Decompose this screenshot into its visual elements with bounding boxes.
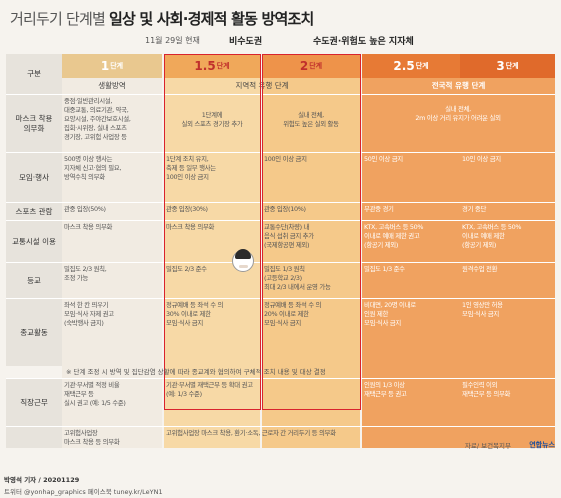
highlight-stage-1-5 <box>164 54 261 410</box>
row-divider <box>6 262 555 263</box>
cell-c3: 관중 입장(10%) <box>264 205 306 213</box>
cell-c3: 정규예배 등 좌석 수 의 20% 이내로 제한 모임·식사 금지 <box>264 301 322 327</box>
subhead-1: 생활방역 <box>98 81 126 90</box>
source: 자료/ 보건복지부 <box>464 442 511 450</box>
row-head: 스포츠 관람 <box>6 203 62 220</box>
cell-c4: 인원의 1/3 이상 재택근무 등 권고 <box>364 381 407 398</box>
header-label: 구분 <box>6 54 62 94</box>
cell-c5: KTX, 고속버스 등 50% 이내로 예매 제한 (항공기 제외) <box>462 223 522 249</box>
cell-c1: 좌석 한 칸 띄우기 모임·식사 자제 권고 (숙박행사 금지) <box>64 301 114 327</box>
credit-social: 트위터 @yonhap_graphics 페이스북 tuney.kr/LeYN1 <box>4 488 163 496</box>
cell-c5: 10인 이상 금지 <box>462 155 501 163</box>
yonhap-logo: 연합뉴스 <box>529 441 555 449</box>
row-head: 마스크 착용 의무화 <box>6 95 62 152</box>
cell-c2: 정규예배 등 좌석 수 의 30% 이내로 제한 모임·식사 금지 <box>166 301 224 327</box>
row-divider <box>6 152 555 153</box>
stage-2: 2 단계 <box>262 54 360 78</box>
cell-c2: 1단계에 실외 스포츠 경기장 추가 <box>181 111 243 128</box>
stage-3: 3 단계 <box>460 54 555 78</box>
masked-person-icon <box>232 249 254 272</box>
cell-c3: 교통수단(차량) 내 음식 섭취 금지 추가 (국제항공편 제외) <box>264 223 314 249</box>
cell-c1: 마스크 착용 의무화 <box>64 223 113 231</box>
cell-c1: 기관·부서별 적정 비율 재택근무 등 실시 권고 (예: 1/5 수준) <box>64 381 126 407</box>
cell-c3: 100인 이상 금지 <box>264 155 307 163</box>
row-divider <box>6 378 555 379</box>
row-head: 직장근무 <box>6 379 62 426</box>
stage-label-non-capital: 비수도권 <box>229 37 263 47</box>
cell-c2: 밀집도 2/3 준수 <box>166 265 207 273</box>
row-divider <box>6 298 555 299</box>
page-title: 거리두기 단계별 일상 및 사회·경제적 활동 방역조치 <box>10 10 314 28</box>
subhead-2: 지역적 유행 단계 <box>235 81 289 90</box>
col-bg-1 <box>62 78 162 448</box>
cell-c2: 1단계 조치 유지, 축제 등 일부 행사는 100인 이상 금지 <box>166 155 216 181</box>
row-head: 모임·행사 <box>6 153 62 202</box>
row-divider <box>6 94 555 95</box>
cell-c4: 밀집도 1/3 준수 <box>364 265 405 273</box>
row-divider <box>6 202 555 203</box>
cell-c3: 실내 전체, 위험도 높은 실외 활동 <box>283 111 339 128</box>
cell-c5: 원격수업 전환 <box>462 265 498 273</box>
row-head: 등교 <box>6 263 62 298</box>
cell-c1: 밀집도 2/3 원칙, 조정 가능 <box>64 265 107 282</box>
row-head: 종교활동 <box>6 299 62 366</box>
stage-label-capital: 수도권·위험도 높은 지자체 <box>313 37 414 47</box>
cell-c1: 중점·일반관리시설, 대중교통, 의료기관, 약국, 요양시설, 주야간보호시설… <box>64 97 131 141</box>
cell-c4: 무관중 경기 <box>364 205 394 213</box>
col-bg-4 <box>362 78 555 448</box>
col-bg-3 <box>262 78 360 448</box>
cell-c25: 고위험사업장 마스크 착용, 환기·소독, 근로자 간 거리두기 등 의무화 <box>166 429 336 437</box>
stage-1: 1 단계 <box>62 54 162 78</box>
cell-c4: KTX, 고속버스 등 50% 이내로 예매 제한 권고 (항공기 제외) <box>364 223 424 249</box>
stage-1-5: 1.5 단계 <box>164 54 260 78</box>
subhead-3: 전국적 유행 단계 <box>431 81 486 90</box>
stage-2-5: 2.5 단계 <box>362 54 460 78</box>
cell-c4: 비대면, 20명 이내로 인원 제한 모임·식사 금지 <box>364 301 416 327</box>
cell-c4: 실내 전체, 2m 이상 거리 유지가 어려운 실외 <box>415 105 501 122</box>
row-divider <box>6 220 555 221</box>
note: ※ 단계 조정 시 방역 및 집단감염 상황에 따라 종교계와 협의하여 구체적… <box>66 368 326 376</box>
cell-c4: 50인 이상 금지 <box>364 155 403 163</box>
cell-c2: 관중 입장(30%) <box>166 205 208 213</box>
row-head <box>6 427 62 448</box>
cell-c1: 관중 입장(50%) <box>64 205 106 213</box>
cell-c5: 필수인력 이외 재택근무 등 의무화 <box>462 381 511 398</box>
cell-c2: 마스크 착용 의무화 <box>166 223 215 231</box>
row-head: 교통시설 이용 <box>6 221 62 262</box>
cell-c3: 밀집도 1/3 원칙 (고등학교 2/3) 최대 2/3 내에서 운영 가능 <box>264 265 331 291</box>
row-divider <box>6 426 555 427</box>
cell-c1: 고위험사업장 마스크 착용 등 의무화 <box>64 429 120 446</box>
cell-c23: 기관·부서별 재택근무 등 확대 권고 (예: 1/3 수준) <box>166 381 253 398</box>
cell-c5: 1인 영상만 허용 모임·식사 금지 <box>462 301 503 318</box>
highlight-stage-2 <box>262 54 361 410</box>
cell-c5: 경기 중단 <box>462 205 487 213</box>
credit-reporter: 박영석 기자 / 20201129 <box>4 476 80 484</box>
date-label: 11월 29일 현재 <box>145 36 200 45</box>
cell-c1: 500명 이상 행사는 지자체 신고·협의 필요, 방역수칙 의무화 <box>64 155 122 181</box>
